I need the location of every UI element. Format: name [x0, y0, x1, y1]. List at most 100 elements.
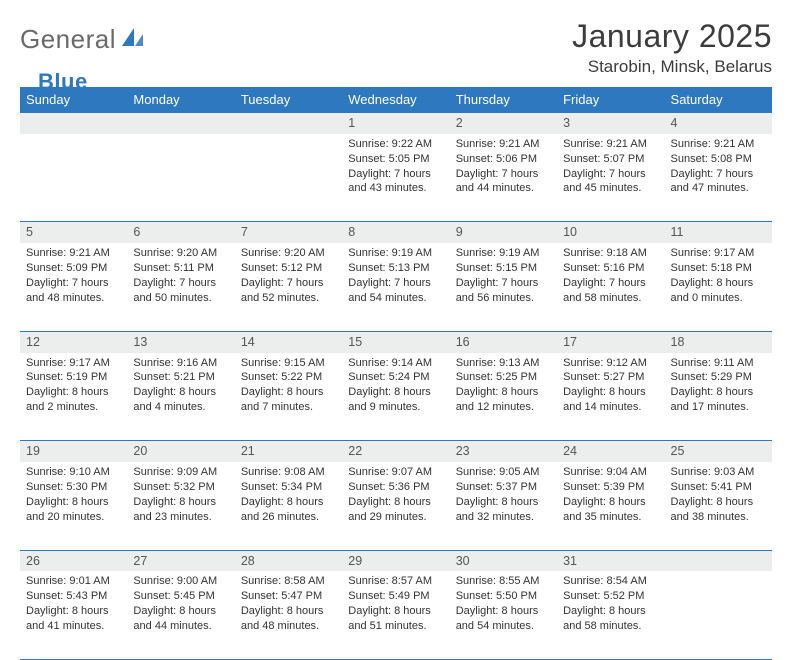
daylight-line: Daylight: 8 hours	[671, 276, 766, 291]
weekday-header: Friday	[557, 87, 664, 113]
day-number: 24	[557, 441, 664, 462]
daylight-line: Daylight: 7 hours	[563, 276, 658, 291]
daylight-line: Daylight: 8 hours	[133, 385, 228, 400]
weekday-header: Thursday	[450, 87, 557, 113]
day-number-cell: 20	[127, 441, 234, 462]
day-number: 13	[127, 332, 234, 353]
day-detail-cell: Sunrise: 8:54 AMSunset: 5:52 PMDaylight:…	[557, 571, 664, 659]
daylight-line: Daylight: 7 hours	[563, 167, 658, 182]
day-number: 20	[127, 441, 234, 462]
daylight-line: and 50 minutes.	[133, 291, 228, 306]
daylight-line: and 38 minutes.	[671, 510, 766, 525]
sunrise-line: Sunrise: 9:20 AM	[133, 246, 228, 261]
day-number: 19	[20, 441, 127, 462]
sunset-line: Sunset: 5:09 PM	[26, 261, 121, 276]
daylight-line: and 48 minutes.	[241, 619, 336, 634]
sunset-line: Sunset: 5:43 PM	[26, 589, 121, 604]
sunrise-line: Sunrise: 9:10 AM	[26, 465, 121, 480]
daylight-line: Daylight: 8 hours	[241, 385, 336, 400]
daylight-line: and 54 minutes.	[456, 619, 551, 634]
sunset-line: Sunset: 5:21 PM	[133, 370, 228, 385]
daylight-line: and 47 minutes.	[671, 181, 766, 196]
logo-text-1: General	[20, 24, 116, 55]
daylight-line: and 35 minutes.	[563, 510, 658, 525]
day-number-cell: 4	[665, 113, 772, 134]
day-detail-cell: Sunrise: 9:03 AMSunset: 5:41 PMDaylight:…	[665, 462, 772, 550]
sunset-line: Sunset: 5:06 PM	[456, 152, 551, 167]
daylight-line: and 14 minutes.	[563, 400, 658, 415]
day-detail-cell: Sunrise: 9:19 AMSunset: 5:13 PMDaylight:…	[342, 243, 449, 331]
day-number-cell: 2	[450, 113, 557, 134]
day-number-cell: 9	[450, 222, 557, 243]
sunset-line: Sunset: 5:47 PM	[241, 589, 336, 604]
day-number-cell: 16	[450, 331, 557, 352]
daynum-row: 19202122232425	[20, 441, 772, 462]
day-detail-cell: Sunrise: 9:20 AMSunset: 5:12 PMDaylight:…	[235, 243, 342, 331]
sunrise-line: Sunrise: 9:15 AM	[241, 356, 336, 371]
day-number-cell: 30	[450, 550, 557, 571]
sunset-line: Sunset: 5:30 PM	[26, 480, 121, 495]
sunset-line: Sunset: 5:32 PM	[133, 480, 228, 495]
day-number: 23	[450, 441, 557, 462]
day-detail-cell: Sunrise: 9:11 AMSunset: 5:29 PMDaylight:…	[665, 353, 772, 441]
sunset-line: Sunset: 5:27 PM	[563, 370, 658, 385]
day-number: 27	[127, 551, 234, 572]
daylight-line: Daylight: 7 hours	[241, 276, 336, 291]
sunrise-line: Sunrise: 9:20 AM	[241, 246, 336, 261]
sunset-line: Sunset: 5:29 PM	[671, 370, 766, 385]
sunset-line: Sunset: 5:37 PM	[456, 480, 551, 495]
daylight-line: and 29 minutes.	[348, 510, 443, 525]
daylight-line: and 23 minutes.	[133, 510, 228, 525]
sunset-line: Sunset: 5:08 PM	[671, 152, 766, 167]
weekday-header: Monday	[127, 87, 234, 113]
daylight-line: and 58 minutes.	[563, 291, 658, 306]
sunrise-line: Sunrise: 9:07 AM	[348, 465, 443, 480]
sunset-line: Sunset: 5:05 PM	[348, 152, 443, 167]
day-number-cell: 15	[342, 331, 449, 352]
day-detail-cell: Sunrise: 9:10 AMSunset: 5:30 PMDaylight:…	[20, 462, 127, 550]
sunrise-line: Sunrise: 8:58 AM	[241, 574, 336, 589]
daylight-line: and 48 minutes.	[26, 291, 121, 306]
daylight-line: and 7 minutes.	[241, 400, 336, 415]
daylight-line: Daylight: 7 hours	[671, 167, 766, 182]
day-number: 12	[20, 332, 127, 353]
sunrise-line: Sunrise: 9:21 AM	[26, 246, 121, 261]
daylight-line: Daylight: 8 hours	[26, 495, 121, 510]
daylight-line: and 0 minutes.	[671, 291, 766, 306]
day-number-cell: 28	[235, 550, 342, 571]
sunrise-line: Sunrise: 9:01 AM	[26, 574, 121, 589]
sunset-line: Sunset: 5:19 PM	[26, 370, 121, 385]
day-number: 18	[665, 332, 772, 353]
day-detail-cell	[235, 134, 342, 222]
daylight-line: and 58 minutes.	[563, 619, 658, 634]
day-detail-cell: Sunrise: 9:00 AMSunset: 5:45 PMDaylight:…	[127, 571, 234, 659]
daylight-line: Daylight: 8 hours	[26, 385, 121, 400]
sunrise-line: Sunrise: 8:54 AM	[563, 574, 658, 589]
daylight-line: Daylight: 8 hours	[563, 495, 658, 510]
day-number-cell	[127, 113, 234, 134]
sunrise-line: Sunrise: 9:12 AM	[563, 356, 658, 371]
day-detail-cell: Sunrise: 9:21 AMSunset: 5:06 PMDaylight:…	[450, 134, 557, 222]
sunrise-line: Sunrise: 9:18 AM	[563, 246, 658, 261]
calendar-table: Sunday Monday Tuesday Wednesday Thursday…	[20, 87, 772, 660]
daylight-line: and 12 minutes.	[456, 400, 551, 415]
sunrise-line: Sunrise: 9:17 AM	[671, 246, 766, 261]
day-detail-cell: Sunrise: 8:57 AMSunset: 5:49 PMDaylight:…	[342, 571, 449, 659]
sunset-line: Sunset: 5:11 PM	[133, 261, 228, 276]
daylight-line: Daylight: 7 hours	[348, 167, 443, 182]
day-number-cell: 10	[557, 222, 664, 243]
day-number: 28	[235, 551, 342, 572]
day-detail-cell: Sunrise: 9:13 AMSunset: 5:25 PMDaylight:…	[450, 353, 557, 441]
sunset-line: Sunset: 5:45 PM	[133, 589, 228, 604]
day-number: 9	[450, 222, 557, 243]
daylight-line: and 52 minutes.	[241, 291, 336, 306]
day-number-cell: 6	[127, 222, 234, 243]
day-detail-cell: Sunrise: 9:21 AMSunset: 5:07 PMDaylight:…	[557, 134, 664, 222]
daylight-line: and 26 minutes.	[241, 510, 336, 525]
day-number-cell: 21	[235, 441, 342, 462]
daylight-line: Daylight: 8 hours	[133, 495, 228, 510]
day-detail-cell: Sunrise: 9:01 AMSunset: 5:43 PMDaylight:…	[20, 571, 127, 659]
day-number-cell: 1	[342, 113, 449, 134]
day-number-cell: 22	[342, 441, 449, 462]
day-number: 21	[235, 441, 342, 462]
